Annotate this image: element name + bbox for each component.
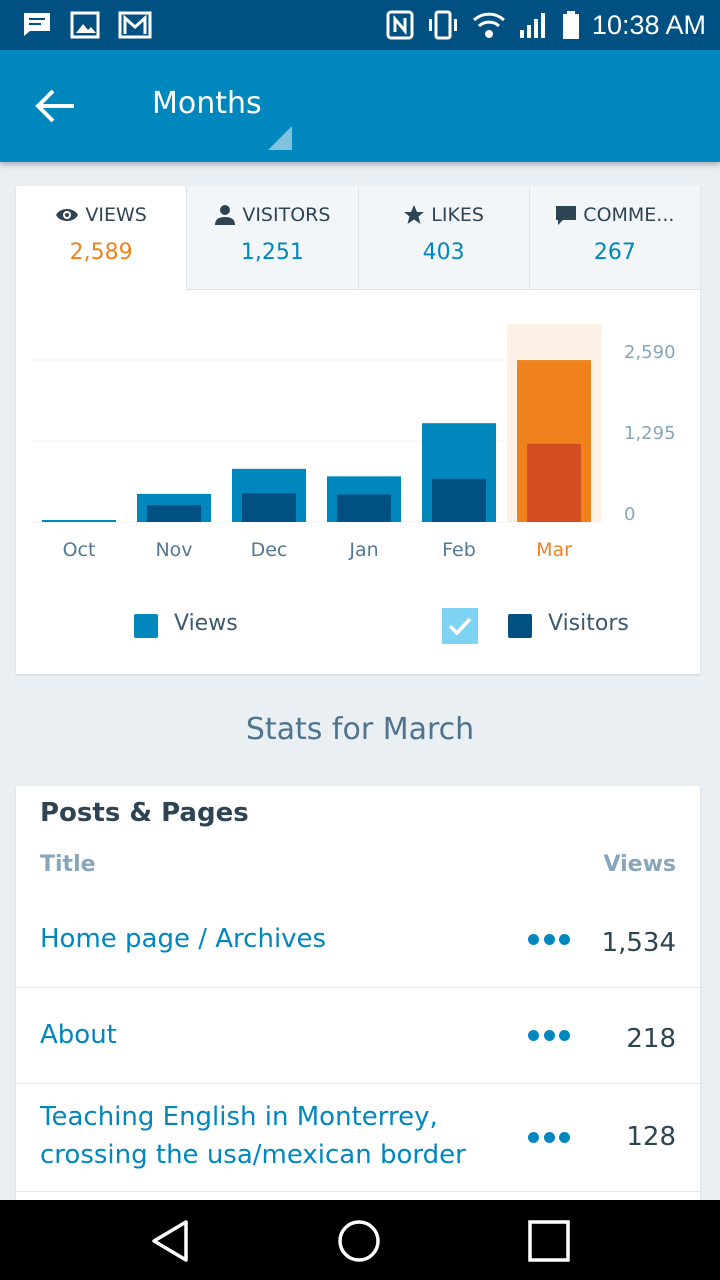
image-icon [70, 11, 100, 39]
post-views-count: 218 [626, 1024, 676, 1054]
bar-visitors [337, 494, 391, 522]
bar-views [42, 520, 116, 522]
tab-likes[interactable]: LIKES 403 [357, 186, 529, 290]
x-tick-label: Jan [348, 539, 378, 561]
legend-views-label: Views [174, 611, 238, 636]
more-options-icon[interactable] [528, 934, 570, 946]
tab-value: 403 [422, 240, 465, 265]
x-tick-label: Mar [536, 539, 572, 561]
stats-chart-card: VIEWS 2,589 VISITORS 1,251 LIKES 403 COM… [16, 186, 700, 674]
tab-label: VIEWS [85, 204, 147, 226]
spinner-triangle-icon [268, 126, 292, 150]
visitors-checkbox[interactable] [442, 608, 478, 644]
back-arrow-icon[interactable] [34, 88, 78, 124]
bar-visitors [432, 478, 486, 522]
tab-label: VISITORS [242, 204, 331, 226]
legend-visitors-swatch [508, 614, 532, 638]
star-icon [404, 205, 425, 224]
post-title-link[interactable]: Teaching English in Monterrey, crossing … [40, 1102, 466, 1170]
x-tick-label: Feb [442, 539, 476, 561]
system-nav-bar [0, 1200, 720, 1280]
table-row[interactable]: Teaching English in Monterrey, crossing … [16, 1084, 700, 1192]
column-header-views: Views [603, 852, 676, 877]
tab-visitors[interactable]: VISITORS 1,251 [186, 186, 358, 290]
x-tick-label: Dec [251, 539, 288, 561]
app-bar: Months [0, 50, 720, 162]
battery-icon [562, 11, 579, 39]
status-time: 10:38 AM [591, 9, 706, 40]
tab-value: 1,251 [240, 240, 304, 265]
posts-pages-title: Posts & Pages [40, 798, 249, 828]
tab-label: COMME... [583, 204, 675, 226]
bar-visitors [242, 493, 296, 522]
y-tick-label: 0 [624, 504, 635, 525]
more-options-icon[interactable] [528, 1030, 570, 1042]
x-tick-label: Oct [63, 539, 96, 561]
nfc-icon [386, 10, 414, 40]
x-tick-label: Nov [155, 539, 192, 561]
tab-comments[interactable]: COMME... 267 [528, 186, 700, 290]
back-triangle-icon[interactable] [146, 1216, 196, 1266]
bar-visitors [147, 505, 201, 522]
home-circle-icon[interactable] [334, 1216, 384, 1266]
tab-value: 2,589 [69, 240, 133, 265]
comment-icon [556, 206, 577, 225]
eye-icon [56, 209, 79, 221]
period-spinner[interactable]: Months [152, 86, 262, 121]
posts-pages-card: Posts & Pages Title Views Home page / Ar… [16, 786, 700, 1206]
checkmark-icon [448, 617, 472, 636]
recents-square-icon[interactable] [524, 1216, 574, 1266]
chart-legend: Views Visitors [16, 606, 700, 650]
column-header-title: Title [40, 852, 96, 877]
message-icon [24, 13, 50, 36]
bar-visitors [527, 443, 581, 522]
post-views-count: 1,534 [601, 928, 676, 958]
legend-visitors-label: Visitors [548, 611, 629, 636]
post-views-count: 128 [626, 1122, 676, 1152]
legend-views-swatch [134, 614, 158, 638]
stats-tabs: VIEWS 2,589 VISITORS 1,251 LIKES 403 COM… [16, 186, 700, 290]
status-bar: 10:38 AM [0, 0, 720, 50]
more-options-icon[interactable] [528, 1132, 570, 1144]
signal-icon [519, 13, 545, 38]
person-icon [215, 205, 236, 225]
table-row[interactable]: About 218 [16, 988, 700, 1084]
tab-views[interactable]: VIEWS 2,589 [16, 186, 187, 290]
y-tick-label: 1,295 [624, 423, 676, 444]
table-row[interactable]: Home page / Archives 1,534 [16, 892, 700, 988]
gmail-icon [118, 11, 152, 39]
vibrate-icon [428, 10, 457, 40]
section-title: Stats for March [245, 712, 475, 747]
y-tick-label: 2,590 [624, 342, 676, 363]
post-title-link[interactable]: About [40, 1020, 117, 1050]
tab-label: LIKES [431, 204, 484, 226]
tab-value: 267 [593, 240, 636, 265]
post-title-link[interactable]: Home page / Archives [40, 924, 327, 954]
wifi-icon [472, 12, 505, 38]
bar-chart: Oct Nov Dec Jan Feb Mar 2,590 1,295 0 [32, 324, 676, 561]
